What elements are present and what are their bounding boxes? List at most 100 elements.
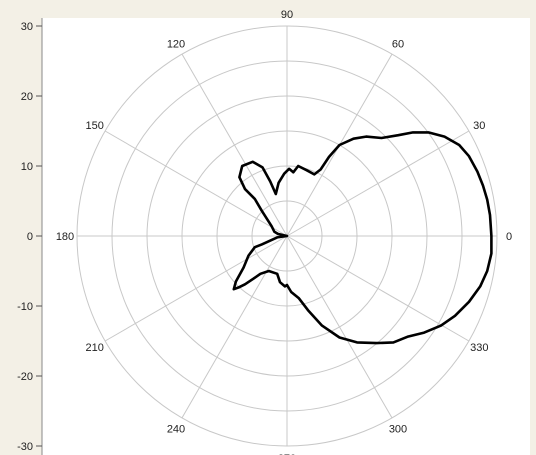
data-point: [356, 341, 358, 344]
data-point: [427, 131, 430, 134]
angle-labels: 0 30 60 90 120 150 180 210 240 270 300 330: [56, 9, 512, 455]
grid-spoke: [181, 235, 288, 419]
data-point: [338, 144, 341, 146]
data-point: [305, 169, 308, 172]
y-axis: 30 20 10 0 -10 -20 -30: [17, 21, 42, 453]
data-point: [321, 324, 323, 327]
angle-tick-label: 210: [86, 342, 104, 354]
y-tick-label: -30: [17, 441, 33, 453]
data-point: [288, 167, 290, 170]
data-point: [279, 281, 281, 284]
y-tick-label: -20: [17, 371, 33, 383]
data-point: [277, 181, 280, 184]
angle-tick-label: 180: [56, 231, 74, 243]
data-point: [283, 172, 286, 175]
data-point: [259, 272, 262, 275]
data-point: [253, 246, 256, 249]
data-point: [238, 286, 241, 288]
data-point: [274, 193, 277, 195]
data-point: [482, 184, 484, 187]
grid-spoke: [181, 53, 288, 237]
angle-tick-label: 270: [278, 453, 296, 455]
data-point: [235, 280, 237, 283]
y-tick-label: -10: [17, 301, 33, 313]
data-point: [412, 131, 414, 134]
y-tick-label: 20: [21, 91, 33, 103]
data-point: [486, 198, 489, 201]
data-point: [490, 235, 493, 237]
trace-layer: [232, 131, 493, 345]
data-point: [269, 180, 272, 183]
angle-tick-label: 30: [473, 120, 485, 132]
data-point: [365, 135, 367, 138]
data-point: [244, 188, 246, 191]
data-point: [307, 309, 309, 312]
data-point: [298, 297, 300, 300]
grid-spoke: [104, 235, 288, 342]
data-point: [468, 300, 470, 303]
data-point: [406, 335, 409, 338]
data-point: [253, 198, 256, 200]
data-point: [247, 254, 250, 257]
data-point: [290, 291, 293, 293]
data-point: [458, 144, 461, 146]
data-point: [489, 214, 491, 216]
angle-tick-label: 0: [506, 231, 512, 243]
data-point: [273, 230, 276, 233]
data-point: [286, 284, 288, 286]
data-point: [276, 272, 279, 275]
data-point: [380, 137, 383, 139]
data-point: [241, 165, 244, 167]
grid-spoke: [286, 235, 393, 419]
data-point: [375, 342, 378, 344]
y-tick-label: 0: [27, 231, 33, 243]
data-point: [313, 173, 316, 176]
data-point: [352, 137, 355, 140]
angle-tick-label: 330: [470, 342, 488, 354]
data-point: [242, 266, 245, 269]
data-point: [261, 166, 264, 169]
data-point: [338, 336, 341, 339]
data-point: [244, 283, 246, 286]
angle-tick-label: 120: [167, 39, 185, 51]
data-point: [252, 277, 255, 280]
data-point: [267, 270, 270, 272]
data-point: [277, 233, 279, 235]
data-point: [284, 285, 286, 288]
data-point: [476, 170, 479, 173]
angle-tick-label: 240: [167, 423, 185, 435]
data-point: [319, 168, 322, 171]
grid: [76, 25, 498, 447]
data-point: [490, 252, 493, 255]
angle-tick-label: 60: [392, 39, 404, 51]
data-point: [297, 165, 300, 167]
data-point: [486, 270, 489, 272]
data-point: [468, 155, 470, 158]
data-point: [292, 171, 295, 174]
angle-tick-label: 150: [86, 120, 104, 132]
grid-spoke: [286, 130, 470, 237]
data-point: [479, 285, 482, 288]
y-tick-label: 10: [21, 161, 33, 173]
data-point: [251, 160, 254, 163]
data-point: [328, 156, 330, 158]
data-point: [440, 324, 442, 327]
series-line: [232, 131, 493, 345]
data-point: [392, 341, 395, 344]
grid-spoke: [104, 130, 288, 237]
y-tick-label: 30: [21, 21, 33, 33]
data-point: [270, 225, 273, 228]
data-point: [260, 243, 263, 246]
angle-tick-label: 90: [281, 9, 293, 21]
data-point: [260, 209, 263, 212]
data-point: [423, 331, 426, 334]
data-point: [286, 235, 288, 237]
data-point: [232, 288, 235, 291]
angle-tick-label: 300: [389, 423, 407, 435]
data-point: [276, 236, 279, 239]
grid-spoke: [286, 235, 470, 342]
data-point: [454, 314, 456, 317]
data-point: [397, 134, 400, 137]
data-point: [443, 135, 446, 138]
